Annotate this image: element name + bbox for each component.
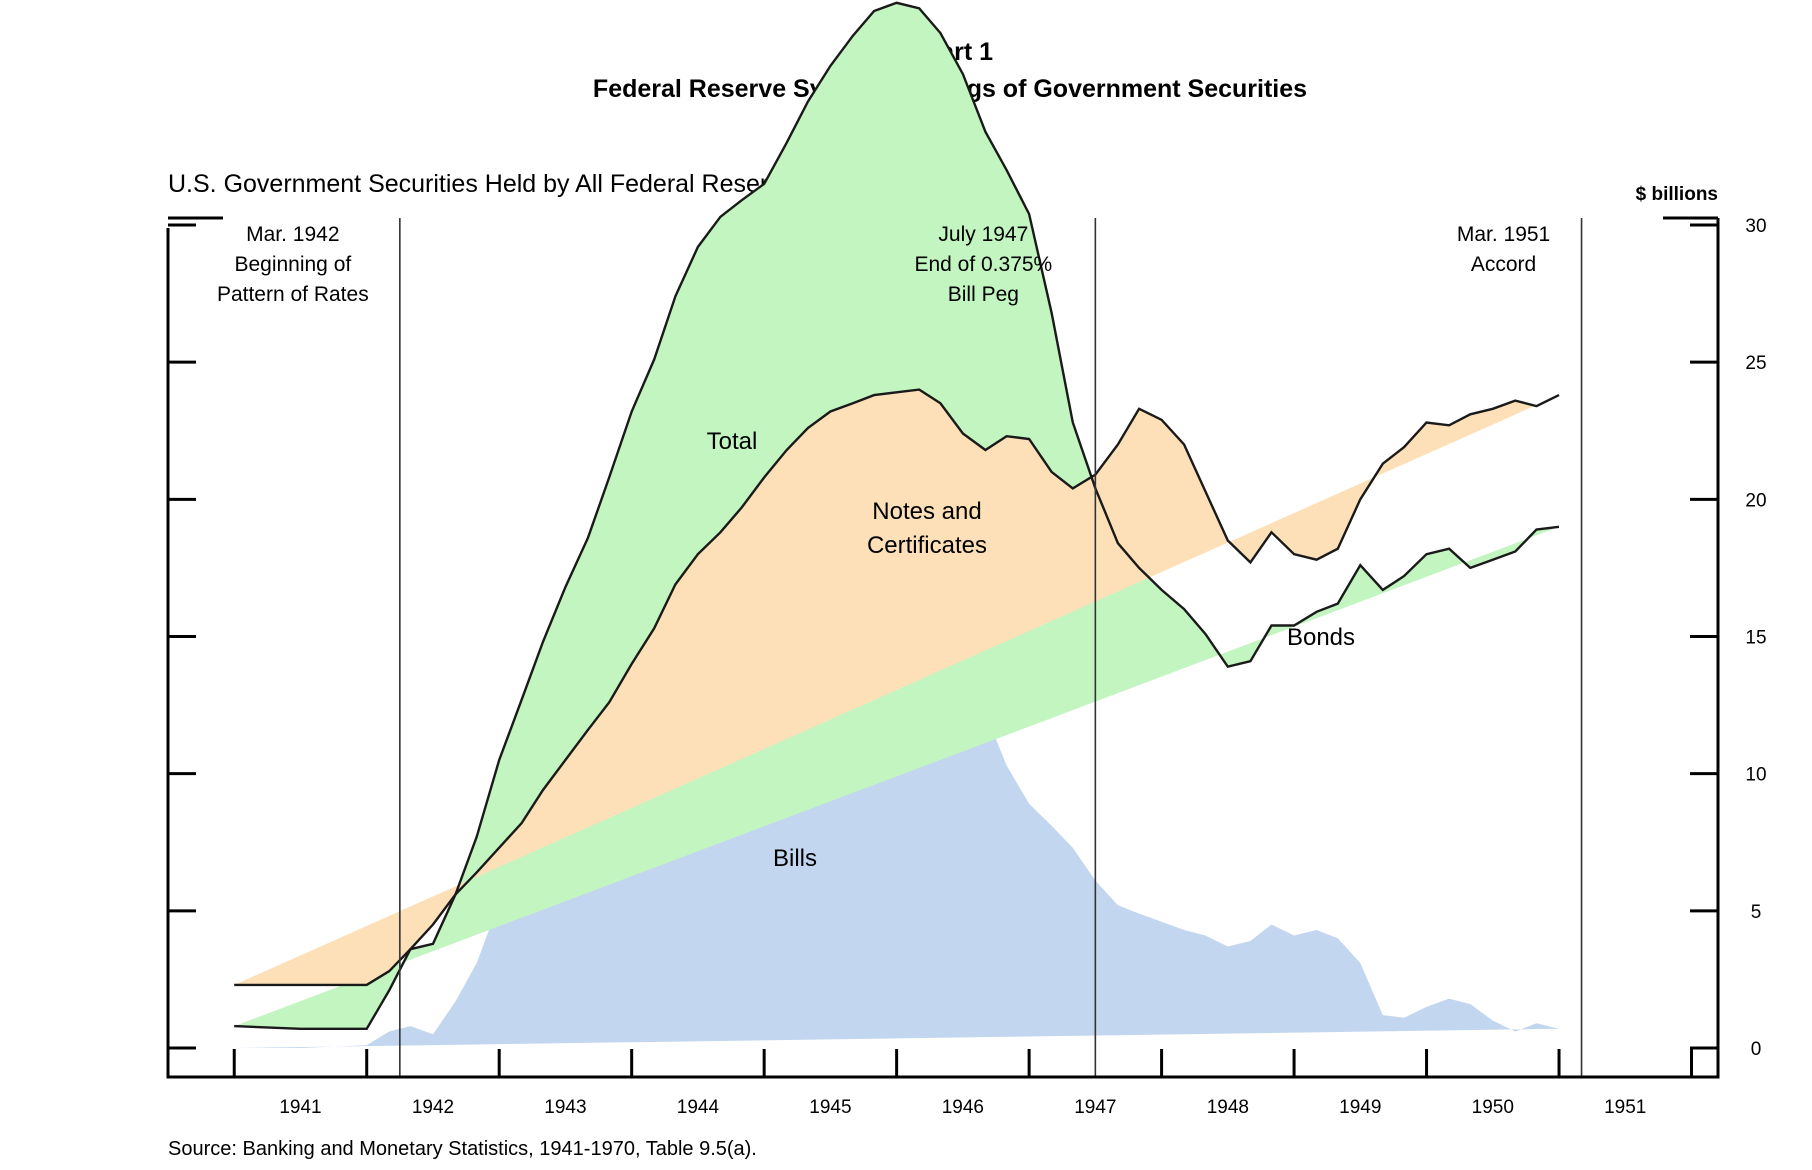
x-tick-label: 1947 xyxy=(1074,1097,1116,1118)
x-tick-label: 1951 xyxy=(1604,1097,1646,1118)
source-note: Source: Banking and Monetary Statistics,… xyxy=(168,1138,757,1160)
series-lines xyxy=(234,1,1560,1030)
annotation-line: July 1947 xyxy=(938,223,1028,246)
x-tick-label: 1949 xyxy=(1339,1097,1381,1118)
y-tick-label: 15 xyxy=(1745,628,1766,649)
plot-frame xyxy=(166,216,1720,1079)
annotation-line: Pattern of Rates xyxy=(217,283,369,306)
annotation-line: Mar. 1942 xyxy=(246,223,339,246)
line-notes-top xyxy=(234,1,1560,1030)
x-tick-label: 1941 xyxy=(279,1097,321,1118)
area-labels: Total Notes and Certificates Bonds Bills xyxy=(707,428,1355,872)
frame-border xyxy=(166,218,1720,1079)
annotation-line: Mar. 1951 xyxy=(1457,223,1550,246)
annotation-line: End of 0.375% xyxy=(914,253,1052,276)
y-tick-label: 25 xyxy=(1745,353,1766,374)
y-tick-label: 0 xyxy=(1751,1039,1762,1060)
x-axis-ticks: 1941 1942 1943 1944 1945 1946 1947 1948 1949 1950… xyxy=(232,1049,1694,1118)
annotation-line: Beginning of xyxy=(234,253,351,276)
x-tick-label: 1944 xyxy=(677,1097,720,1118)
area-bonds xyxy=(234,389,1560,985)
label-notes-line2: Certificates xyxy=(867,532,987,559)
y-tick-label: 10 xyxy=(1745,765,1766,786)
x-tick-label: 1945 xyxy=(809,1097,851,1118)
annotation-line: Accord xyxy=(1471,253,1536,276)
line-total xyxy=(234,388,1560,987)
label-bonds: Bonds xyxy=(1287,624,1355,651)
event-lines xyxy=(399,218,1583,1077)
x-tick-label: 1950 xyxy=(1472,1097,1514,1118)
event-annotations: Mar. 1942 Beginning of Pattern of Rates Jul… xyxy=(217,223,1550,306)
y-tick-label: 30 xyxy=(1745,216,1766,237)
area-bills xyxy=(234,633,1560,1048)
x-tick-label: 1946 xyxy=(942,1097,984,1118)
label-notes-line1: Notes and xyxy=(872,498,981,525)
stacked-areas xyxy=(234,2,1560,1048)
label-total: Total xyxy=(707,428,758,455)
y-axis-unit-label: $ billions xyxy=(1636,184,1718,205)
y-tick-label: 20 xyxy=(1745,490,1766,511)
y-tick-label: 5 xyxy=(1751,902,1762,923)
x-tick-label: 1943 xyxy=(544,1097,586,1118)
x-tick-label: 1942 xyxy=(412,1097,454,1118)
annotation-line: Bill Peg xyxy=(948,283,1019,306)
label-bills: Bills xyxy=(773,845,817,872)
y-axis-ticks: 0 5 10 15 20 25 30 xyxy=(168,216,1767,1060)
x-tick-label: 1948 xyxy=(1207,1097,1249,1118)
